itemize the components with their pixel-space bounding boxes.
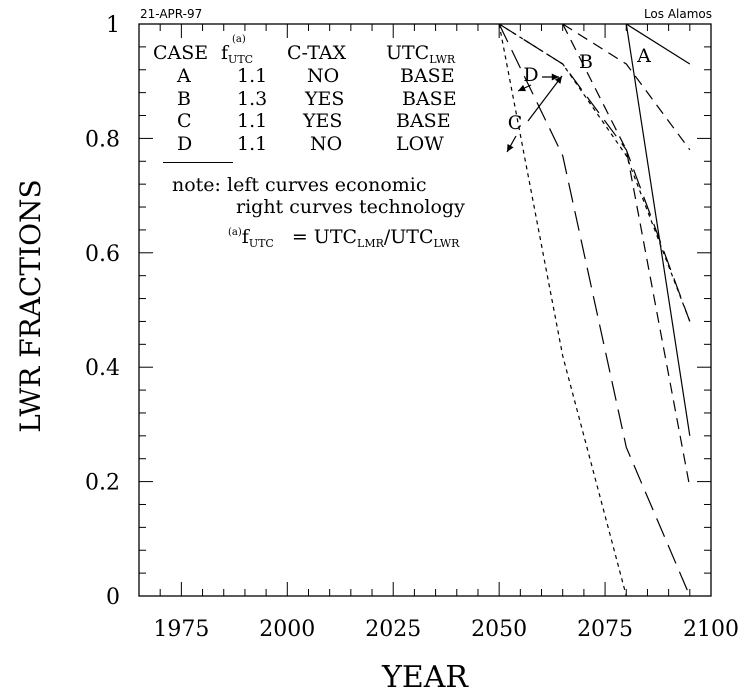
chart-series	[498, 23, 691, 597]
arrow-c-right	[527, 75, 563, 122]
legend-row-f: 1.3	[237, 88, 268, 110]
legend-row-utc: BASE	[402, 88, 457, 110]
legend-row-utc: BASE	[396, 110, 451, 132]
y-axis-label: LWR FRACTIONS	[14, 179, 47, 432]
legend-row-utc: BASE	[400, 65, 455, 87]
x-axis-label: YEAR	[381, 660, 469, 693]
chart-annotations: A B D C	[506, 45, 651, 153]
chart-ticks	[138, 23, 712, 597]
x-tick-label: 2050	[471, 617, 527, 642]
x-tick-label: 2000	[259, 617, 315, 642]
curve-label-b: B	[579, 51, 593, 73]
series-line-c	[498, 23, 627, 597]
curve-label-a: A	[636, 45, 651, 67]
legend-row-case: B	[177, 88, 191, 110]
date-stamp: 21-APR-97	[140, 7, 203, 21]
series-line-a	[625, 23, 691, 436]
x-tick-label: 2025	[365, 617, 421, 642]
legend-divider	[163, 162, 233, 163]
x-tick-label: 1975	[153, 617, 209, 642]
y-tick-label: 0.2	[85, 471, 120, 496]
legend-row-f: 1.1	[237, 133, 268, 155]
legend-row-utc: LOW	[396, 133, 444, 155]
note-footnote: (a)fUTC = UTCLMR/UTCLWR	[228, 226, 460, 250]
legend-header-f: fUTC (a)	[221, 34, 254, 66]
y-tick-label: 0	[106, 585, 120, 610]
legend-row-case: D	[177, 133, 193, 155]
y-tick-label: 1	[106, 13, 120, 38]
arrow-c-right-head	[554, 76, 562, 84]
legend-header-utc: UTCLWR	[386, 42, 456, 66]
note-line-1: note: left curves economic	[172, 174, 427, 196]
legend-row-ctax: NO	[307, 65, 340, 87]
chart-labels: 1975 2000 2025 2050 2075 2100 0 0.2 0.4 0.6 0.8 1 YE…	[14, 13, 739, 693]
series-line-b	[562, 23, 691, 488]
y-tick-label: 0.8	[85, 127, 120, 152]
y-tick-label: 0.4	[85, 356, 120, 381]
note-line-2: right curves technology	[236, 196, 465, 218]
series-line-a	[625, 23, 691, 65]
legend-row-ctax: NO	[310, 133, 343, 155]
legend-row-case: C	[177, 110, 192, 132]
arrow-c-left-head	[507, 144, 514, 152]
legend-header-ctax: C-TAX	[287, 42, 347, 64]
legend-row-case: A	[177, 65, 191, 87]
legend-row-ctax: YES	[303, 110, 343, 132]
curve-label-d: D	[523, 64, 538, 86]
x-tick-label: 2100	[683, 617, 739, 642]
plot-frame	[138, 23, 712, 597]
series-line-b	[562, 23, 691, 151]
legend-row-f: 1.1	[237, 65, 268, 87]
x-tick-label: 2075	[577, 617, 633, 642]
legend-table: CASE fUTC (a) C-TAX UTCLWR A 1.1 NO BASE …	[153, 34, 483, 182]
legend-row-ctax: YES	[305, 88, 345, 110]
chart-axes	[138, 23, 712, 597]
arrow-d-right-head	[551, 73, 559, 81]
y-tick-label: 0.6	[85, 242, 120, 267]
arrow-d-left-head	[518, 84, 526, 92]
legend-header-case: CASE	[153, 42, 209, 64]
legend-row-f: 1.1	[237, 110, 268, 132]
curve-label-c: C	[508, 112, 523, 134]
series-line-d	[498, 23, 691, 597]
series-line-d	[498, 23, 691, 322]
lab-stamp: Los Alamos	[643, 7, 712, 21]
series-line-c	[498, 23, 691, 322]
